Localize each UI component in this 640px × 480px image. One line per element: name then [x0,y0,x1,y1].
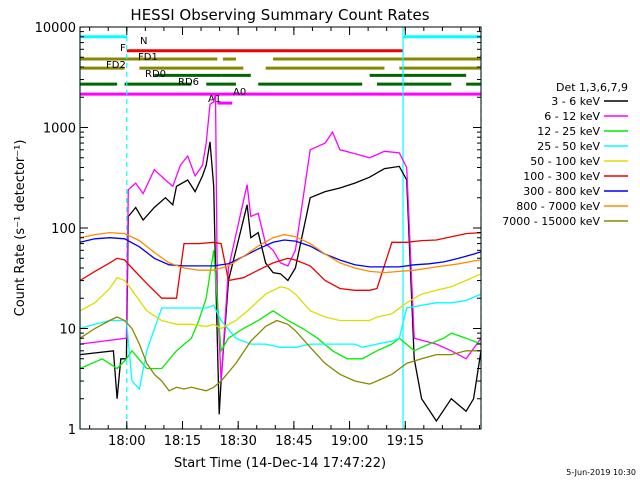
x-tick-label: 19:15 [387,434,424,449]
legend-label: 100 - 300 keV [523,170,600,183]
series-line-6-12-kev [79,92,482,382]
state-bar-label-a0: A0 [233,87,246,98]
legend-title: Det 1,3,6,7,9 [556,81,628,94]
x-axis-label: Start Time (14-Dec-14 17:47:22) [174,456,386,471]
legend-label: 12 - 25 keV [537,125,600,138]
legend-label: 3 - 6 keV [551,95,600,108]
state-bar-label-rd6: RD6 [178,77,199,88]
series-line-800-7000-kev [79,231,482,274]
x-tick-label: 19:00 [331,434,368,449]
series-line-7000-15000-kev [79,316,481,392]
series-line-50-100-kev [79,273,482,330]
date-stamp: 5-Jun-2019 10:30 [566,468,636,477]
series-line-3-6-kev [79,141,482,423]
legend-label: 6 - 12 keV [544,110,600,123]
plot-frame [79,26,482,430]
legend-label: 800 - 7000 keV [516,200,600,213]
series-line-12-25-kev [79,250,482,370]
x-tick-label: 18:45 [275,434,312,449]
series-line-100-300-kev [79,231,482,299]
chart-title: HESSI Observing Summary Count Rates [130,6,429,24]
x-tick-label: 18:15 [164,434,201,449]
state-bar-label-rd0: RD0 [145,69,166,80]
state-bar-label-fd1: FD1 [138,52,158,63]
state-bar-label-n: N [140,36,147,47]
legend-label: 7000 - 15000 keV [502,215,600,228]
series-line-25-50-kev [79,293,482,391]
y-axis-label: Count Rate (s⁻¹ detector⁻¹) [13,140,28,317]
y-tick-label: 1 [68,423,76,438]
legend-label: 25 - 50 keV [537,140,600,153]
legend-label: 300 - 800 keV [523,185,600,198]
legend-label: 50 - 100 keV [530,155,600,168]
x-tick-label: 18:00 [108,434,145,449]
y-tick-label: 1000 [43,122,76,137]
y-tick-label: 10 [59,323,76,338]
x-tick-label: 18:30 [219,434,256,449]
series-line-300-800-kev [79,237,482,268]
state-bar-label-f: F [120,43,126,54]
state-bar-label-fd2: FD2 [106,60,126,71]
y-tick-label: 10000 [35,21,76,36]
y-tick-label: 100 [51,222,76,237]
